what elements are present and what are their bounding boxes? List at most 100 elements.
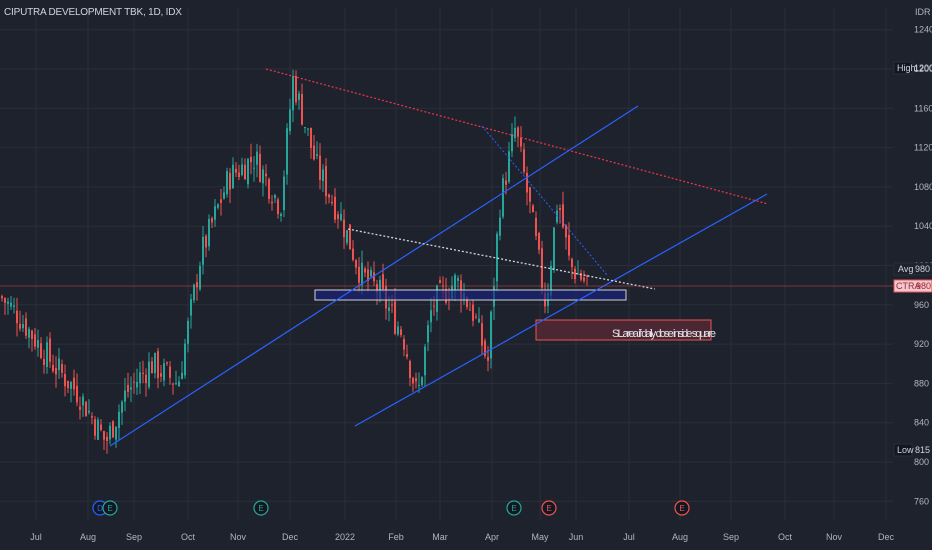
blue-dotted-line[interactable] bbox=[481, 125, 608, 276]
candle-body bbox=[178, 381, 180, 387]
candle-body bbox=[19, 323, 21, 329]
x-tick-label: May bbox=[531, 532, 549, 542]
chart-title: CIPUTRA DEVELOPMENT TBK, 1D, IDX bbox=[4, 7, 182, 18]
ctra-tag-label: CTRA bbox=[896, 281, 921, 291]
candle-body bbox=[127, 384, 129, 392]
x-tick-label: Mar bbox=[432, 532, 448, 542]
x-tick-label: Jul bbox=[30, 532, 42, 542]
y-tick-label: 920 bbox=[914, 339, 929, 349]
candle-body bbox=[112, 421, 114, 438]
resistance-line[interactable] bbox=[265, 68, 769, 205]
candle-body bbox=[136, 381, 138, 388]
earnings-icon[interactable] bbox=[674, 500, 690, 516]
sl-zone-box[interactable] bbox=[535, 319, 712, 341]
candle-body bbox=[454, 274, 456, 290]
event-marker-letter: D bbox=[97, 504, 103, 513]
y-tick-label: 1080 bbox=[914, 182, 932, 192]
y-tick-label: 840 bbox=[914, 418, 929, 428]
candle-body bbox=[340, 213, 342, 221]
candle-body bbox=[85, 401, 87, 417]
support-zone-box[interactable] bbox=[314, 289, 627, 301]
avg-tag-value: 980 bbox=[915, 264, 930, 274]
earnings-icon[interactable] bbox=[541, 500, 557, 516]
candle-body bbox=[433, 305, 435, 307]
candle-body bbox=[151, 361, 153, 374]
x-tick-label: Aug bbox=[80, 532, 96, 542]
candle-body bbox=[457, 278, 459, 281]
declining-dotted-line[interactable] bbox=[347, 228, 656, 290]
candle-body bbox=[550, 265, 552, 296]
earnings-icon[interactable] bbox=[102, 500, 118, 516]
candle-body bbox=[580, 273, 582, 280]
candle-body bbox=[157, 351, 159, 379]
candle-body bbox=[427, 325, 429, 343]
candle-body bbox=[541, 248, 543, 288]
candle-body bbox=[49, 338, 51, 362]
candle-body bbox=[265, 173, 267, 177]
candle-body bbox=[469, 309, 471, 311]
event-marker-letter: E bbox=[511, 504, 516, 513]
candle-body bbox=[37, 340, 39, 348]
candle-body bbox=[232, 164, 234, 189]
candle-body bbox=[559, 208, 561, 211]
candle-body bbox=[79, 406, 81, 410]
candle-body bbox=[124, 390, 126, 402]
low-tag: Low 815 bbox=[893, 443, 930, 457]
candle-body bbox=[133, 381, 135, 383]
candle-body bbox=[229, 172, 231, 190]
candle-body bbox=[394, 301, 396, 334]
candle-body bbox=[334, 196, 336, 220]
candle-body bbox=[586, 275, 588, 277]
candle-body bbox=[283, 176, 285, 211]
candle-body bbox=[490, 311, 492, 359]
candle-body bbox=[22, 324, 24, 329]
candle-body bbox=[328, 194, 330, 198]
candle-body bbox=[175, 383, 177, 385]
candle-body bbox=[421, 377, 423, 386]
candle-body bbox=[361, 262, 363, 285]
candle-body bbox=[568, 234, 570, 256]
candle-body bbox=[139, 372, 141, 384]
candle-body bbox=[34, 334, 36, 347]
candle-body bbox=[277, 199, 279, 214]
y-tick-label: 960 bbox=[914, 300, 929, 310]
candle-body bbox=[7, 301, 9, 304]
candle-body bbox=[46, 342, 48, 367]
candle-body bbox=[322, 169, 324, 181]
x-tick-label: Feb bbox=[388, 532, 404, 542]
high-tag: High 1200 bbox=[893, 61, 932, 75]
candle-body bbox=[235, 168, 237, 173]
candle-body bbox=[52, 364, 54, 372]
low-tag-label: Low bbox=[897, 445, 914, 455]
candle-body bbox=[115, 426, 117, 440]
candle-body bbox=[211, 218, 213, 223]
candle-body bbox=[304, 126, 306, 128]
candle-body bbox=[172, 383, 174, 385]
earnings-icon[interactable] bbox=[506, 500, 522, 516]
trendline-rising-2[interactable] bbox=[354, 193, 768, 427]
candle-body bbox=[325, 165, 327, 197]
candle-body bbox=[145, 374, 147, 383]
candle-body bbox=[349, 224, 351, 250]
candle-body bbox=[382, 274, 384, 289]
candle-body bbox=[505, 180, 507, 185]
candle-body bbox=[217, 204, 219, 208]
candle-body bbox=[412, 377, 414, 384]
x-tick-label: 2022 bbox=[335, 532, 355, 542]
candle-body bbox=[526, 172, 528, 193]
candle-body bbox=[25, 318, 27, 336]
candle-body bbox=[259, 153, 261, 182]
candle-body bbox=[292, 76, 294, 111]
x-axis: Jul Aug Sep Oct Nov Dec 2022 Feb Mar Apr May Jun Jul… bbox=[30, 532, 894, 542]
chart-grid bbox=[0, 8, 893, 520]
candle-body bbox=[262, 169, 264, 184]
candle-body bbox=[64, 374, 66, 387]
high-tag-label: High bbox=[897, 63, 916, 73]
trendline-rising-1[interactable] bbox=[109, 105, 639, 447]
candle-body bbox=[199, 266, 201, 290]
candle-body bbox=[13, 305, 15, 307]
candle-body bbox=[271, 201, 273, 204]
candle-body bbox=[478, 318, 480, 323]
earnings-icon[interactable] bbox=[253, 500, 269, 516]
